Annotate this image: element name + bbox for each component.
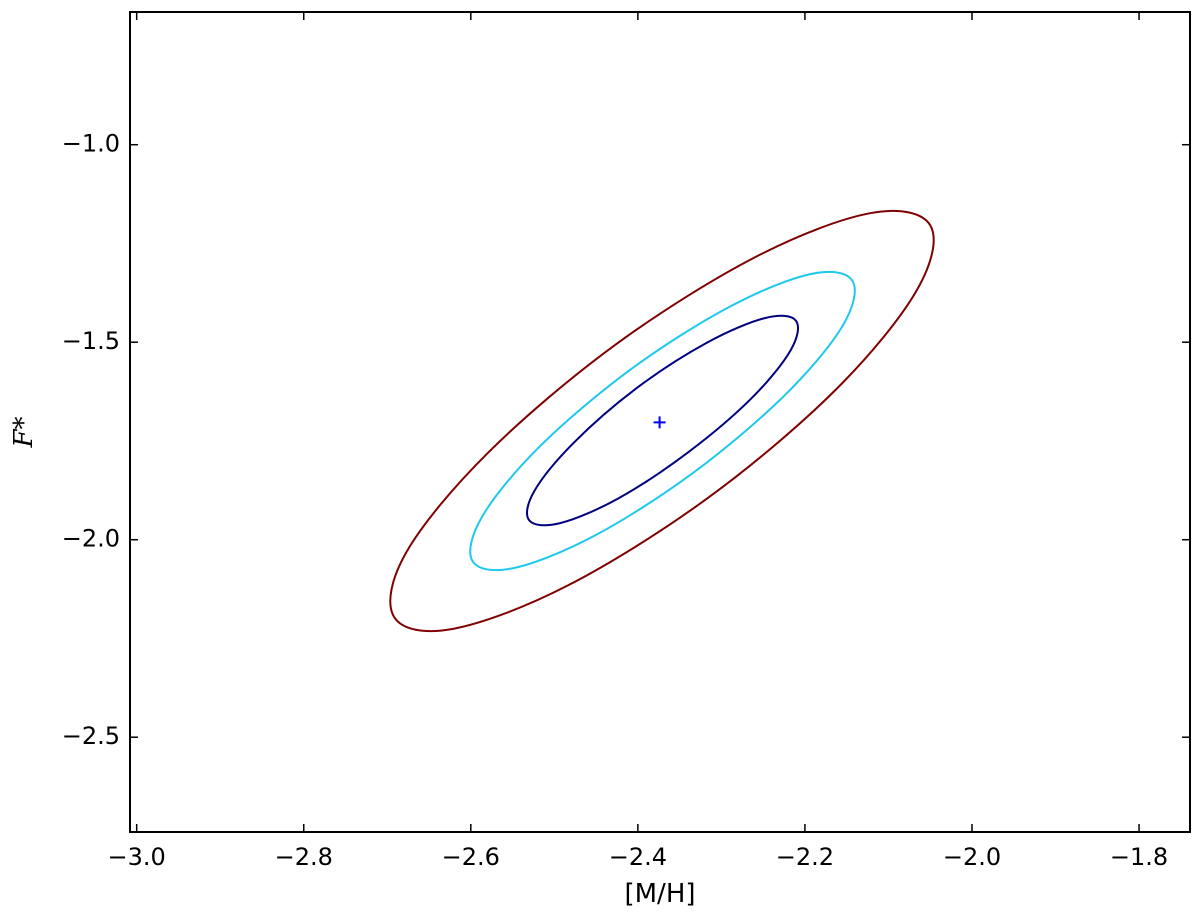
x-tick-label: −1.8 xyxy=(1110,843,1168,871)
x-tick-label: −2.6 xyxy=(442,843,500,871)
y-axis-label: F* xyxy=(9,416,39,448)
contour-line xyxy=(526,314,799,527)
x-tick-label: −2.4 xyxy=(609,843,667,871)
x-tick-label: −3.0 xyxy=(108,843,166,871)
x-tick-label: −2.2 xyxy=(776,843,834,871)
contour-line xyxy=(469,270,856,572)
y-tick-label: −1.0 xyxy=(62,130,120,158)
x-axis-label: [M/H] xyxy=(624,879,695,909)
y-tick-label: −2.0 xyxy=(62,525,120,553)
x-tick-label: −2.0 xyxy=(943,843,1001,871)
contour-line xyxy=(389,210,935,633)
center-marker xyxy=(653,416,666,429)
y-tick-label: −1.5 xyxy=(62,327,120,355)
x-tick-label: −2.8 xyxy=(275,843,333,871)
y-tick-label: −2.5 xyxy=(62,722,120,750)
